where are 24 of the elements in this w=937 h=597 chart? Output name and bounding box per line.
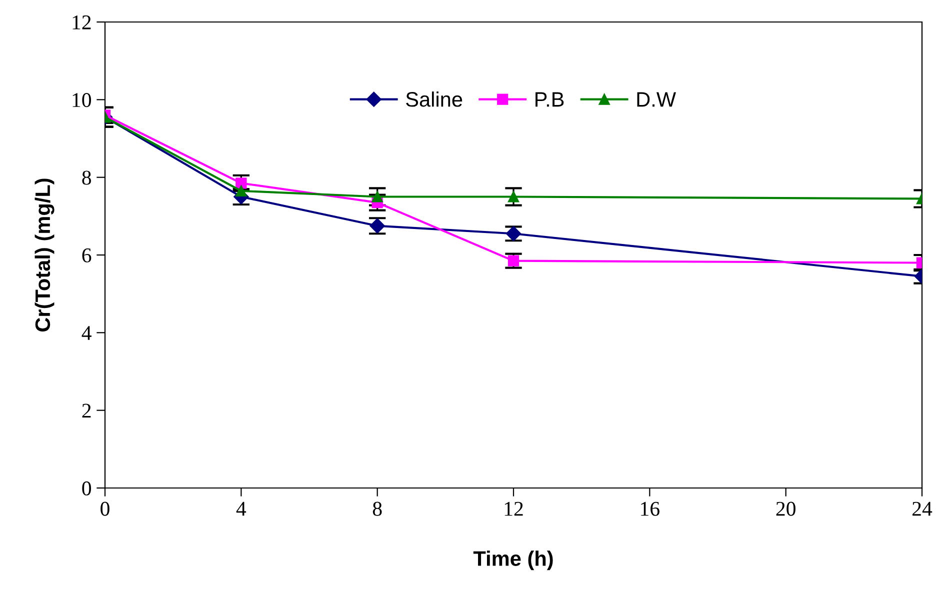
legend-label: D.W <box>637 92 676 107</box>
y-tick-label: 4 <box>82 326 92 340</box>
x-tick-label: 8 <box>372 502 382 516</box>
x-tick-label: 20 <box>776 502 796 516</box>
x-axis-title: Time (h) <box>473 550 553 570</box>
x-tick-label: 24 <box>912 502 932 516</box>
y-tick-label: 8 <box>82 170 92 185</box>
x-tick-label: 12 <box>504 502 523 516</box>
y-tick-label: 10 <box>72 93 92 108</box>
point <box>372 191 383 202</box>
y-tick-label: 0 <box>82 481 92 496</box>
y-tick-label: 2 <box>82 404 91 418</box>
point <box>236 185 247 196</box>
x-tick-label: 4 <box>236 502 246 516</box>
legend-label: P.B <box>536 92 564 107</box>
legend-label: Saline <box>406 92 462 107</box>
x-tick-label: 16 <box>641 502 660 516</box>
x-tick-label: 0 <box>100 502 110 516</box>
point <box>236 178 247 189</box>
point <box>508 255 520 266</box>
y-tick-label: 12 <box>72 15 91 30</box>
y-tick-label: 6 <box>82 248 92 262</box>
y-axis-title: Cr(Total) (mg/L) <box>34 178 54 332</box>
point <box>508 191 520 202</box>
